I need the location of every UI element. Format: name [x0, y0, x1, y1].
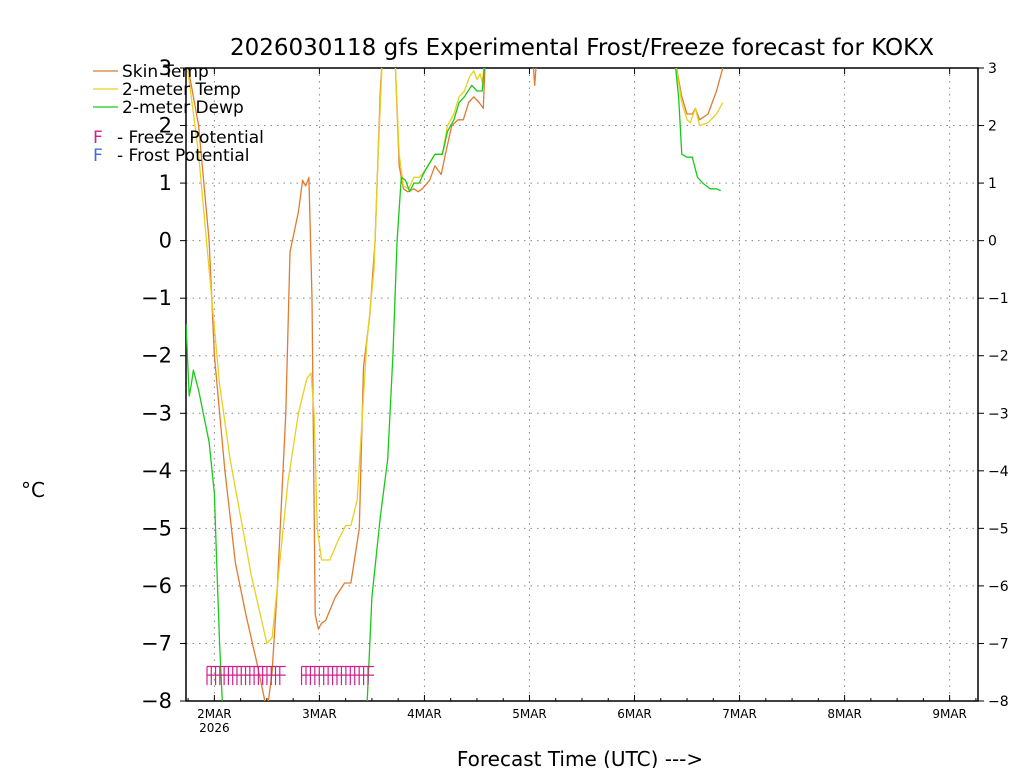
- y-tick-label-right: −6: [988, 579, 1009, 595]
- y-axis-left: 3 2 1 0 −1 −2 −3 −4 −5 −6 −7 −8: [141, 56, 186, 713]
- y-tick-label: 2: [159, 114, 172, 138]
- y-tick-label: 0: [159, 229, 172, 253]
- y-tick-label: −6: [141, 574, 172, 598]
- x-tick-label: 5MAR: [512, 707, 547, 721]
- y-tick-label: −2: [141, 344, 172, 368]
- y-tick-label: −5: [141, 516, 172, 540]
- y-axis-label: °C: [21, 478, 45, 502]
- x-axis-label: Forecast Time (UTC) --->: [457, 747, 703, 768]
- series-skin-temp: [187, 68, 724, 701]
- potential-label: - Frost Potential: [117, 146, 250, 166]
- grid-lines: [186, 68, 978, 701]
- y-tick-label: −1: [141, 286, 172, 310]
- y-tick-label: −8: [141, 689, 172, 713]
- y-tick-label-right: −5: [988, 521, 1009, 537]
- potential-label: - Freeze Potential: [117, 128, 264, 148]
- x-tick-label: 4MAR: [407, 707, 442, 721]
- legend-label: 2-meter Dewp: [122, 98, 244, 118]
- y-tick-label: −4: [141, 459, 172, 483]
- x-tick-sublabel: 2026: [199, 721, 230, 735]
- potential-marker: F: [93, 128, 103, 148]
- y-tick-label-right: −2: [988, 349, 1009, 365]
- y-tick-label-right: −4: [988, 464, 1009, 480]
- x-tick-label: 8MAR: [827, 707, 862, 721]
- potential-marker: F: [93, 146, 103, 166]
- freeze-potential-markers: [206, 665, 375, 686]
- x-tick-label: 3MAR: [302, 707, 337, 721]
- y-tick-label: 3: [159, 56, 172, 80]
- y-tick-label-right: −1: [988, 291, 1009, 307]
- series-lines: [186, 68, 724, 701]
- y-tick-label-right: −8: [988, 694, 1009, 710]
- y-tick-label-right: 0: [988, 234, 997, 250]
- y-tick-label: −3: [141, 401, 172, 425]
- y-tick-label-right: −3: [988, 406, 1009, 422]
- legend-label: 2-meter Temp: [122, 80, 241, 100]
- y-axis-right: 3 2 1 0 −1 −2 −3 −4 −5 −6 −7 −8: [978, 61, 1009, 710]
- y-tick-label-right: 3: [988, 61, 997, 77]
- legend-label: Skin Temp: [122, 62, 209, 82]
- y-tick-label-right: 1: [988, 176, 997, 192]
- y-tick-label: −7: [141, 631, 172, 655]
- x-tick-label: 9MAR: [932, 707, 967, 721]
- chart-title: 2026030118 gfs Experimental Frost/Freeze…: [230, 35, 934, 61]
- x-tick-label: 2MAR: [197, 707, 232, 721]
- x-tick-label: 7MAR: [722, 707, 757, 721]
- y-tick-label-right: −7: [988, 636, 1009, 652]
- x-tick-label: 6MAR: [617, 707, 652, 721]
- y-tick-label-right: 2: [988, 119, 997, 135]
- series-2-meter-temp: [186, 68, 724, 645]
- y-tick-label: 1: [159, 171, 172, 195]
- series-2-meter-dewp: [186, 68, 721, 701]
